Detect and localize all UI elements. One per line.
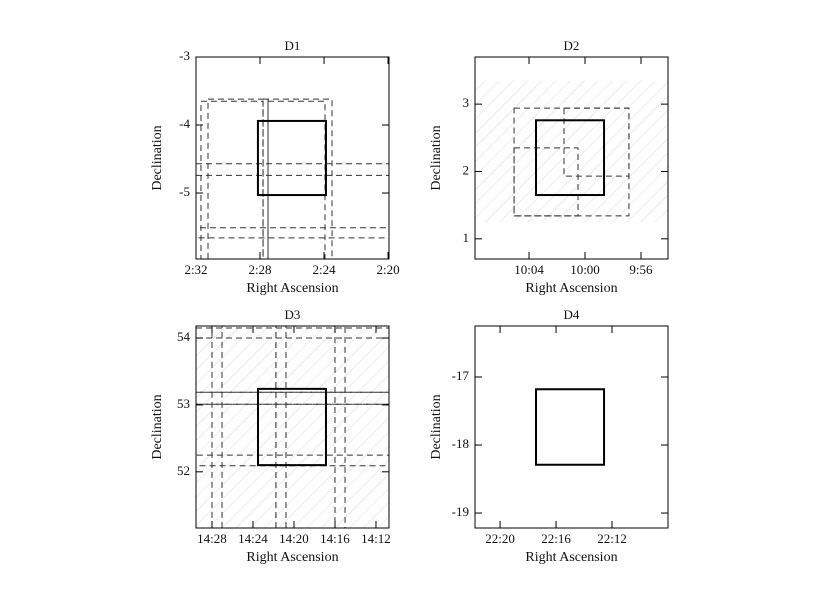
y-tick-label: -4 <box>179 116 190 131</box>
y-tick-label: 52 <box>177 463 190 478</box>
x-tick-label: 22:20 <box>485 531 515 546</box>
y-tick-label: -5 <box>179 184 190 199</box>
pointing <box>563 107 630 177</box>
x-tick-label: 2:32 <box>184 262 207 277</box>
pointing <box>207 98 269 260</box>
pointing <box>267 100 326 260</box>
x-axis-label: Right Ascension <box>525 281 617 296</box>
field <box>535 119 606 197</box>
x-tick-label: 2:20 <box>376 262 399 277</box>
y-tick-label: 54 <box>177 329 191 344</box>
x-axis-label: Right Ascension <box>246 550 338 565</box>
y-axis-label: Declination <box>429 394 444 459</box>
x-axis-label: Right Ascension <box>246 281 338 296</box>
y-tick-label: 1 <box>463 230 470 245</box>
x-tick-label: 22:12 <box>597 531 627 546</box>
y-axis-label: Declination <box>429 125 444 190</box>
panel-title: D3 <box>285 307 301 322</box>
pointing <box>262 98 333 260</box>
y-tick-label: 2 <box>463 162 470 177</box>
field <box>535 388 606 466</box>
x-axis-label: Right Ascension <box>525 550 617 565</box>
y-tick-label: 53 <box>177 396 190 411</box>
y-tick-label: 3 <box>463 95 470 110</box>
y-tick-label: -3 <box>179 48 190 63</box>
plot-frame <box>474 325 669 529</box>
pointing <box>513 107 630 217</box>
pointing <box>200 100 264 260</box>
x-tick-label: 14:20 <box>279 531 309 546</box>
x-tick-label: 9:56 <box>629 262 653 277</box>
coverage-hatch <box>475 80 668 222</box>
panel-title: D1 <box>285 38 301 53</box>
x-tick-label: 14:24 <box>238 531 268 546</box>
y-tick-label: -18 <box>452 436 469 451</box>
pointing <box>195 174 390 239</box>
plot-frame <box>474 56 669 260</box>
x-tick-label: 2:24 <box>312 262 336 277</box>
field <box>257 387 327 467</box>
panel-title: D2 <box>564 38 580 53</box>
y-tick-label: -17 <box>452 368 470 383</box>
x-tick-label: 10:00 <box>570 262 600 277</box>
x-tick-label: 14:12 <box>361 531 391 546</box>
x-tick-label: 22:16 <box>541 531 571 546</box>
x-tick-label: 14:16 <box>320 531 350 546</box>
coverage-hatch <box>196 326 389 528</box>
x-tick-label: 10:04 <box>514 262 544 277</box>
pointing <box>513 147 579 217</box>
y-axis-label: Declination <box>150 125 165 190</box>
panel-title: D4 <box>564 307 580 322</box>
x-tick-label: 14:28 <box>197 531 227 546</box>
x-tick-label: 2:28 <box>248 262 271 277</box>
field <box>256 119 327 197</box>
y-tick-label: -19 <box>452 504 469 519</box>
plot-frame <box>195 56 390 260</box>
plot-frame <box>195 325 390 529</box>
y-axis-label: Declination <box>150 394 165 459</box>
